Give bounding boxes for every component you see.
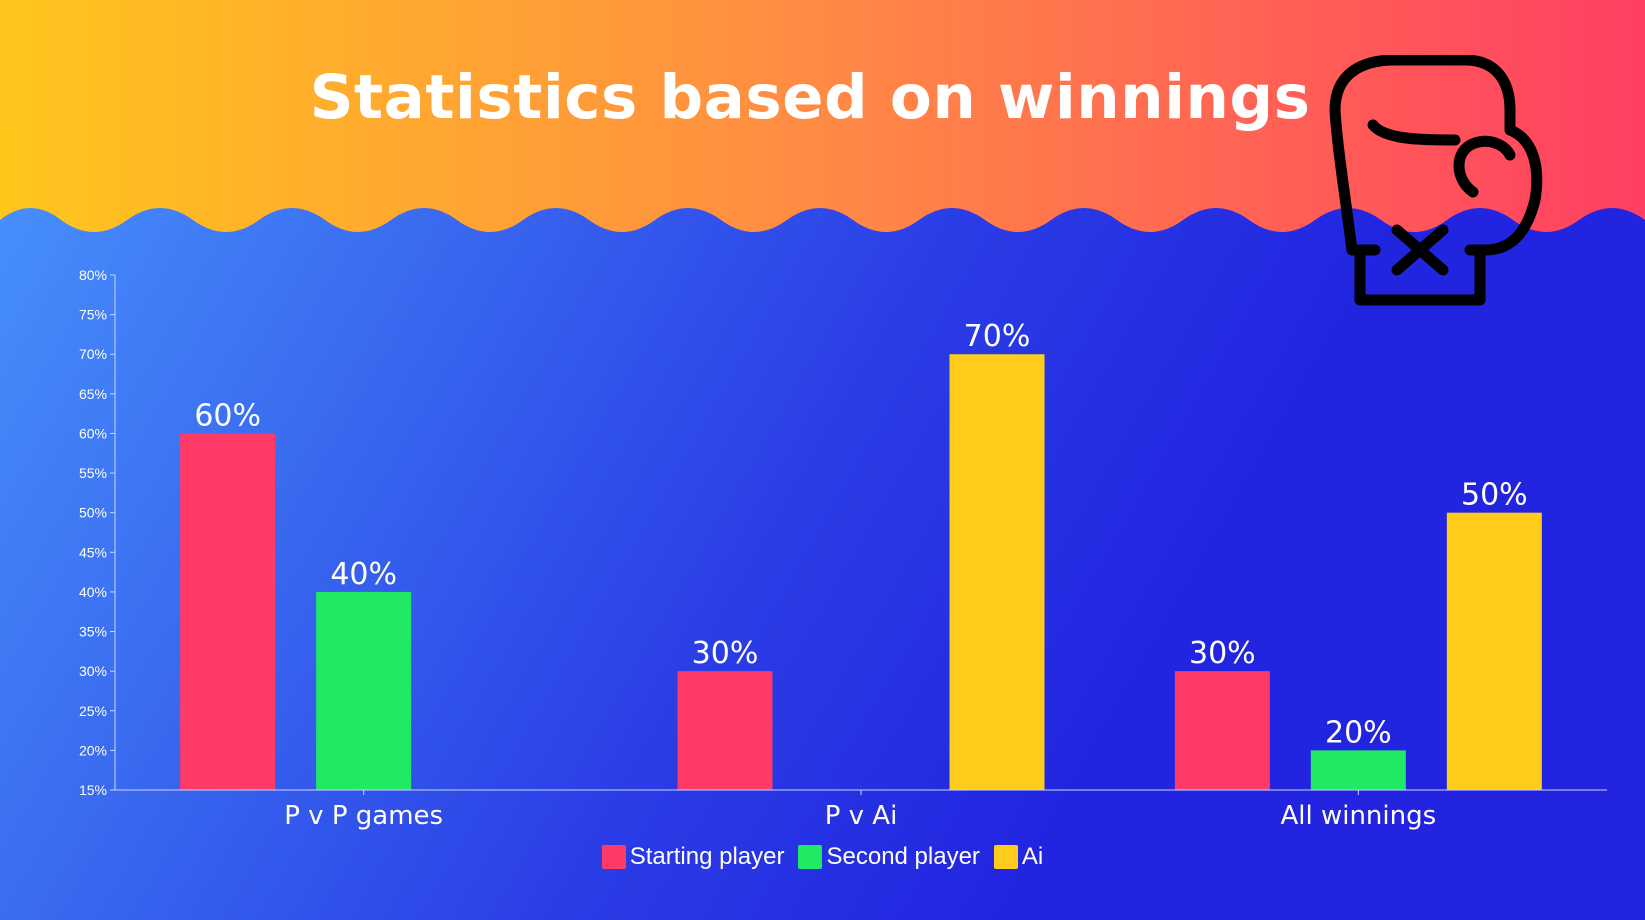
y-tick-label: 30% [79, 663, 107, 679]
y-tick-label: 25% [79, 703, 107, 719]
x-axis: P v P games P v Ai All winnings [115, 789, 1607, 831]
y-axis: 15% 20% 25% 30% 35% 40% 45% 50% 55% 60% 65% 70% 75% 8… [79, 267, 116, 798]
bar-value-label: 20% [1325, 715, 1392, 750]
x-category-label: All winnings [1280, 801, 1436, 831]
x-category-label: P v P games [284, 801, 443, 831]
bar-value-label: 50% [1461, 478, 1528, 513]
header-wave-banner [0, 0, 1645, 232]
bar-value-label: 40% [330, 557, 397, 592]
y-tick-label: 50% [79, 505, 107, 521]
bar [1310, 750, 1406, 790]
bar-value-label: 30% [1189, 636, 1256, 671]
legend-swatch [993, 845, 1018, 869]
bar [677, 671, 773, 790]
legend-item: Starting player [601, 843, 785, 871]
bar [180, 433, 276, 790]
y-tick-label: 80% [79, 267, 107, 283]
legend-label: Second player [826, 843, 980, 870]
y-tick-label: 45% [79, 544, 107, 560]
bar-value-label: 30% [692, 636, 759, 671]
legend: Starting player Second player Ai [0, 842, 1645, 872]
y-tick-label: 55% [79, 465, 107, 481]
bar [1446, 512, 1542, 790]
bar-value-label: 60% [194, 398, 261, 433]
y-tick-label: 15% [79, 782, 107, 798]
bar [316, 591, 412, 790]
legend-label: Starting player [629, 843, 785, 870]
y-tick-label: 35% [79, 624, 107, 640]
bar-value-label: 70% [964, 319, 1031, 354]
bars-group: 60% 40% 30% 70% 30% 20% 50% [180, 319, 1542, 790]
legend-swatch [798, 845, 823, 869]
boxing-glove-icon [1329, 55, 1543, 306]
y-tick-label: 70% [79, 346, 107, 362]
x-category-label: P v Ai [825, 801, 898, 831]
y-tick-label: 20% [79, 742, 107, 758]
legend-item: Ai [993, 843, 1044, 871]
y-tick-label: 40% [79, 584, 107, 600]
legend-swatch [601, 845, 626, 869]
legend-label: Ai [1021, 843, 1044, 870]
bar [1174, 671, 1270, 790]
y-tick-label: 60% [79, 425, 107, 441]
page-title: Statistics based on winnings [309, 62, 1311, 133]
bar [949, 354, 1045, 790]
y-tick-label: 65% [79, 386, 107, 402]
y-tick-label: 75% [79, 307, 107, 323]
legend-item: Second player [798, 843, 980, 871]
